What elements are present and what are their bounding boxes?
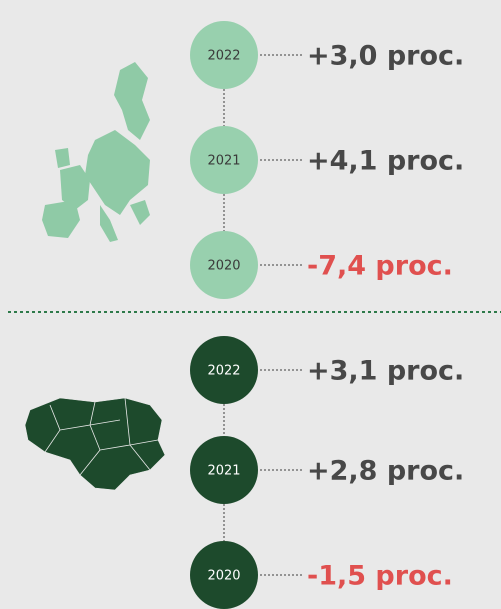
year-badge: [190, 336, 258, 404]
year-label: 2020: [207, 569, 240, 584]
lithuania-map: [24, 397, 166, 491]
year-badge: [190, 21, 258, 89]
growth-value: +4,1 proc.: [307, 146, 464, 177]
growth-value: -1,5 proc.: [307, 561, 453, 592]
year-label: 2022: [207, 364, 240, 379]
year-badge: [190, 231, 258, 299]
year-label: 2022: [207, 49, 240, 64]
year-label: 2020: [207, 259, 240, 274]
year-badge: [190, 126, 258, 194]
growth-value: +3,0 proc.: [307, 41, 464, 72]
year-badge: [190, 436, 258, 504]
year-label: 2021: [207, 154, 240, 169]
year-badge: [190, 541, 258, 609]
eu-map: [42, 62, 150, 242]
growth-value: +2,8 proc.: [307, 456, 464, 487]
growth-value: -7,4 proc.: [307, 251, 453, 282]
lithuania-borders: [44, 397, 159, 476]
year-label: 2021: [207, 464, 240, 479]
growth-value: +3,1 proc.: [307, 356, 464, 387]
